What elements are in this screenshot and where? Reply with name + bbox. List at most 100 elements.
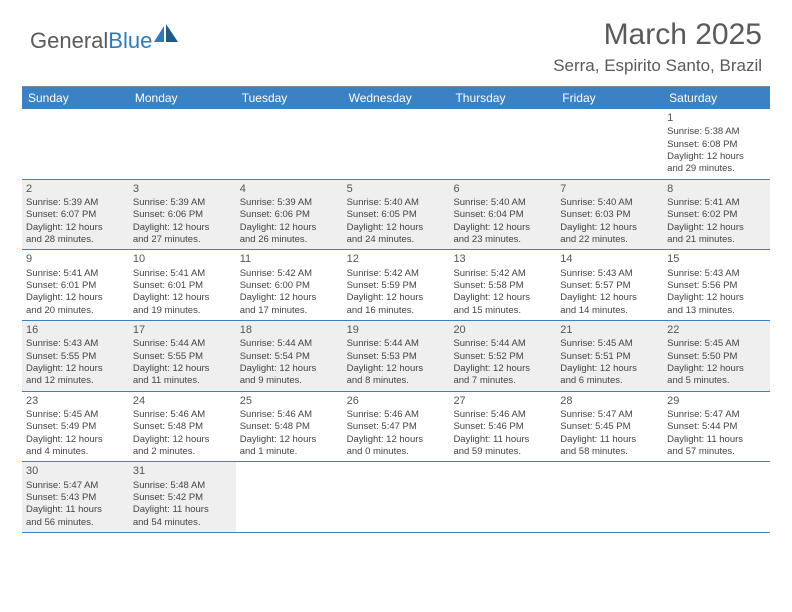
day-number: 5 xyxy=(347,182,446,196)
day-daylight1: Daylight: 12 hours xyxy=(133,434,232,446)
day-cell-empty xyxy=(449,109,556,179)
day-daylight2: and 28 minutes. xyxy=(26,234,125,246)
day-daylight1: Daylight: 12 hours xyxy=(667,222,766,234)
day-sunrise: Sunrise: 5:38 AM xyxy=(667,126,766,138)
day-cell: 29Sunrise: 5:47 AMSunset: 5:44 PMDayligh… xyxy=(663,392,770,462)
day-number: 30 xyxy=(26,464,125,478)
day-daylight2: and 0 minutes. xyxy=(347,446,446,458)
day-sunset: Sunset: 5:48 PM xyxy=(240,421,339,433)
day-sunset: Sunset: 6:04 PM xyxy=(453,209,552,221)
day-number: 14 xyxy=(560,252,659,266)
day-number: 27 xyxy=(453,394,552,408)
day-number: 11 xyxy=(240,252,339,266)
day-number: 28 xyxy=(560,394,659,408)
day-daylight1: Daylight: 12 hours xyxy=(240,222,339,234)
day-sunrise: Sunrise: 5:42 AM xyxy=(347,268,446,280)
day-sunset: Sunset: 6:08 PM xyxy=(667,139,766,151)
day-cell: 25Sunrise: 5:46 AMSunset: 5:48 PMDayligh… xyxy=(236,392,343,462)
day-cell: 12Sunrise: 5:42 AMSunset: 5:59 PMDayligh… xyxy=(343,250,450,320)
day-cell: 10Sunrise: 5:41 AMSunset: 6:01 PMDayligh… xyxy=(129,250,236,320)
day-sunrise: Sunrise: 5:39 AM xyxy=(26,197,125,209)
day-sunrise: Sunrise: 5:43 AM xyxy=(26,338,125,350)
day-sunset: Sunset: 5:58 PM xyxy=(453,280,552,292)
day-daylight2: and 7 minutes. xyxy=(453,375,552,387)
week-row: 2Sunrise: 5:39 AMSunset: 6:07 PMDaylight… xyxy=(22,180,770,251)
day-header: Thursday xyxy=(449,87,556,109)
day-cell: 13Sunrise: 5:42 AMSunset: 5:58 PMDayligh… xyxy=(449,250,556,320)
day-daylight1: Daylight: 12 hours xyxy=(133,363,232,375)
day-number: 16 xyxy=(26,323,125,337)
day-number: 3 xyxy=(133,182,232,196)
day-sunset: Sunset: 5:50 PM xyxy=(667,351,766,363)
day-cell: 20Sunrise: 5:44 AMSunset: 5:52 PMDayligh… xyxy=(449,321,556,391)
day-daylight1: Daylight: 12 hours xyxy=(667,151,766,163)
day-daylight2: and 16 minutes. xyxy=(347,305,446,317)
day-cell: 17Sunrise: 5:44 AMSunset: 5:55 PMDayligh… xyxy=(129,321,236,391)
day-sunrise: Sunrise: 5:40 AM xyxy=(347,197,446,209)
day-daylight1: Daylight: 12 hours xyxy=(453,363,552,375)
day-sunrise: Sunrise: 5:46 AM xyxy=(240,409,339,421)
day-sunrise: Sunrise: 5:41 AM xyxy=(667,197,766,209)
day-daylight1: Daylight: 12 hours xyxy=(240,363,339,375)
title-block: March 2025 Serra, Espirito Santo, Brazil xyxy=(553,18,762,76)
day-cell: 1Sunrise: 5:38 AMSunset: 6:08 PMDaylight… xyxy=(663,109,770,179)
day-sunset: Sunset: 6:01 PM xyxy=(133,280,232,292)
day-sunset: Sunset: 5:51 PM xyxy=(560,351,659,363)
day-sunset: Sunset: 5:44 PM xyxy=(667,421,766,433)
day-sunrise: Sunrise: 5:44 AM xyxy=(347,338,446,350)
day-sunrise: Sunrise: 5:43 AM xyxy=(560,268,659,280)
day-number: 25 xyxy=(240,394,339,408)
day-daylight2: and 6 minutes. xyxy=(560,375,659,387)
day-sunrise: Sunrise: 5:39 AM xyxy=(240,197,339,209)
day-number: 8 xyxy=(667,182,766,196)
day-number: 2 xyxy=(26,182,125,196)
day-number: 21 xyxy=(560,323,659,337)
day-number: 13 xyxy=(453,252,552,266)
day-sunrise: Sunrise: 5:46 AM xyxy=(347,409,446,421)
day-cell: 24Sunrise: 5:46 AMSunset: 5:48 PMDayligh… xyxy=(129,392,236,462)
day-daylight2: and 14 minutes. xyxy=(560,305,659,317)
day-daylight1: Daylight: 11 hours xyxy=(453,434,552,446)
day-cell-empty xyxy=(663,462,770,532)
header: GeneralBlue March 2025 Serra, Espirito S… xyxy=(0,0,792,80)
day-sunrise: Sunrise: 5:40 AM xyxy=(560,197,659,209)
day-daylight2: and 26 minutes. xyxy=(240,234,339,246)
day-daylight1: Daylight: 12 hours xyxy=(560,222,659,234)
day-sunset: Sunset: 5:42 PM xyxy=(133,492,232,504)
day-cell-empty xyxy=(129,109,236,179)
day-sunrise: Sunrise: 5:43 AM xyxy=(667,268,766,280)
week-row: 1Sunrise: 5:38 AMSunset: 6:08 PMDaylight… xyxy=(22,109,770,180)
logo: GeneralBlue xyxy=(30,24,180,57)
day-sunset: Sunset: 6:02 PM xyxy=(667,209,766,221)
day-sunset: Sunset: 5:48 PM xyxy=(133,421,232,433)
day-daylight1: Daylight: 12 hours xyxy=(453,222,552,234)
day-daylight1: Daylight: 11 hours xyxy=(26,504,125,516)
day-daylight2: and 57 minutes. xyxy=(667,446,766,458)
day-sunset: Sunset: 5:55 PM xyxy=(26,351,125,363)
day-sunset: Sunset: 5:57 PM xyxy=(560,280,659,292)
day-daylight1: Daylight: 12 hours xyxy=(26,434,125,446)
day-sunset: Sunset: 5:53 PM xyxy=(347,351,446,363)
day-sunset: Sunset: 5:45 PM xyxy=(560,421,659,433)
day-daylight1: Daylight: 12 hours xyxy=(347,292,446,304)
day-number: 12 xyxy=(347,252,446,266)
day-sunset: Sunset: 5:43 PM xyxy=(26,492,125,504)
day-sunset: Sunset: 5:52 PM xyxy=(453,351,552,363)
day-daylight2: and 19 minutes. xyxy=(133,305,232,317)
day-sunrise: Sunrise: 5:46 AM xyxy=(453,409,552,421)
day-cell-empty xyxy=(449,462,556,532)
day-daylight1: Daylight: 11 hours xyxy=(560,434,659,446)
day-daylight1: Daylight: 12 hours xyxy=(26,292,125,304)
day-daylight1: Daylight: 12 hours xyxy=(133,222,232,234)
day-daylight2: and 11 minutes. xyxy=(133,375,232,387)
day-sunrise: Sunrise: 5:41 AM xyxy=(133,268,232,280)
day-daylight1: Daylight: 11 hours xyxy=(133,504,232,516)
day-daylight2: and 20 minutes. xyxy=(26,305,125,317)
day-sunset: Sunset: 5:49 PM xyxy=(26,421,125,433)
day-daylight2: and 22 minutes. xyxy=(560,234,659,246)
day-sunset: Sunset: 5:46 PM xyxy=(453,421,552,433)
day-daylight2: and 58 minutes. xyxy=(560,446,659,458)
month-title: March 2025 xyxy=(553,18,762,52)
day-sunset: Sunset: 6:01 PM xyxy=(26,280,125,292)
day-cell: 7Sunrise: 5:40 AMSunset: 6:03 PMDaylight… xyxy=(556,180,663,250)
